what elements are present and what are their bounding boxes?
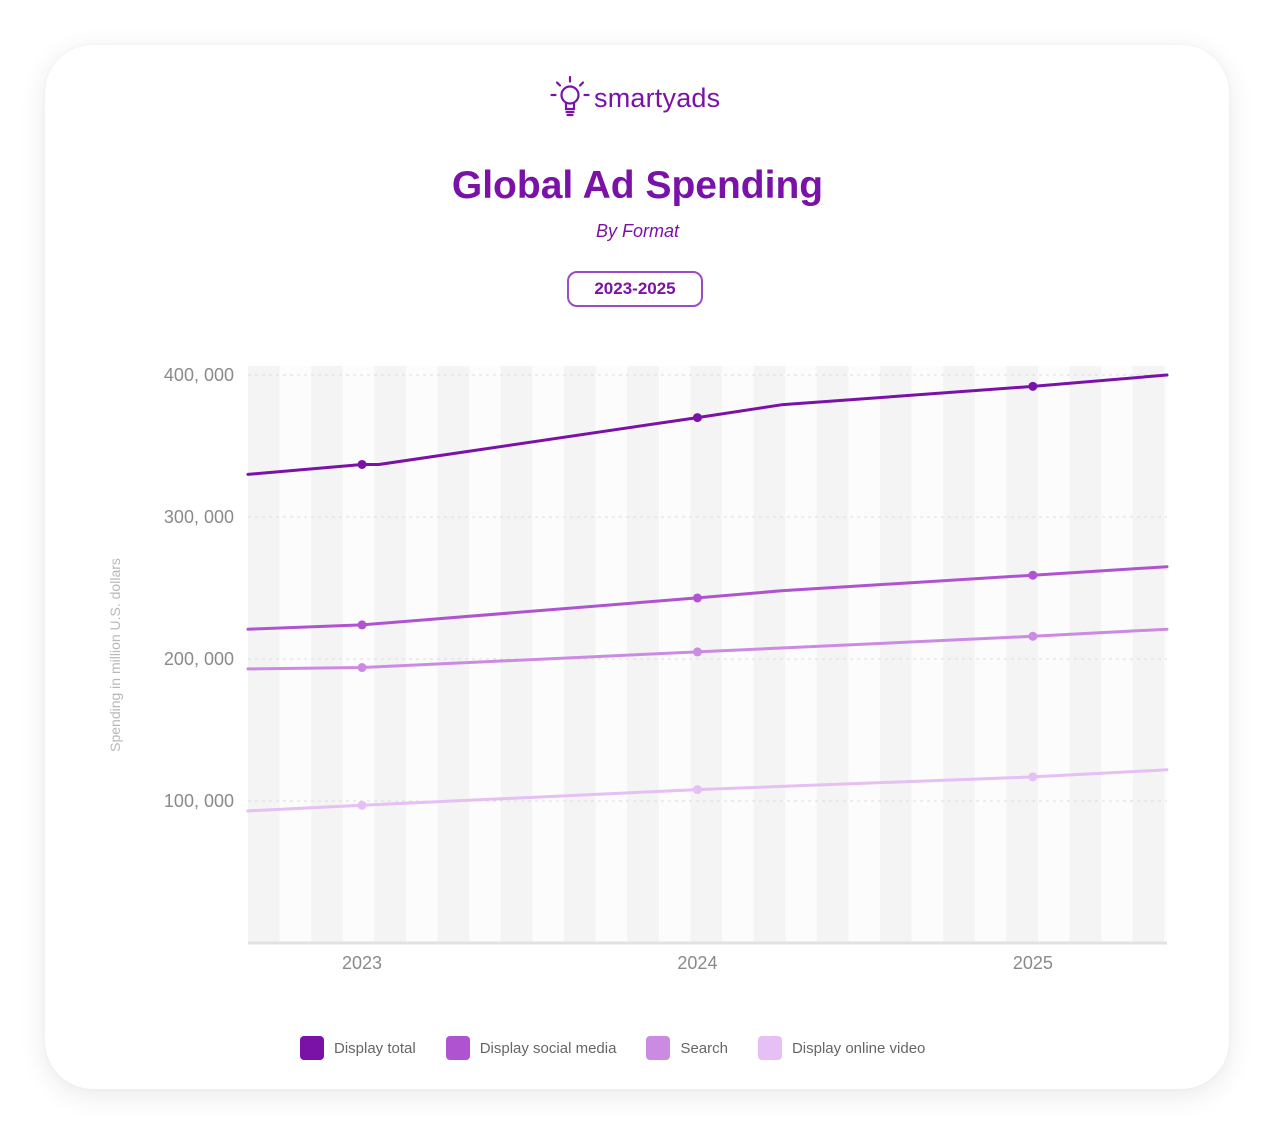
- legend-item-display-social-media: Display social media: [445, 1036, 617, 1060]
- legend-item-display-online-video: Display online video: [757, 1036, 926, 1060]
- data-point: [692, 413, 702, 423]
- plot-stripe: [1006, 366, 1038, 943]
- plot-stripe: [248, 366, 280, 943]
- data-point: [1028, 570, 1038, 580]
- data-point: [357, 620, 367, 630]
- plot-stripe: [816, 366, 849, 943]
- legend-label: Display social media: [479, 1039, 617, 1057]
- legend-swatch: [646, 1036, 671, 1060]
- data-point: [692, 785, 702, 795]
- data-point: [357, 663, 367, 673]
- chart-legend: Display total Display social media Searc…: [300, 1036, 955, 1060]
- plot-stripe: [753, 366, 786, 943]
- plot-stripe: [564, 366, 596, 943]
- data-point: [692, 593, 702, 603]
- y-tick-label: 100, 000: [164, 791, 234, 811]
- legend-label: Display online video: [791, 1039, 926, 1057]
- legend-item-search: Search: [646, 1036, 728, 1060]
- y-tick-label: 200, 000: [164, 649, 234, 669]
- y-axis-title: Spending in million U.S. dollars: [107, 558, 123, 752]
- lightbulb-icon: [550, 75, 590, 117]
- data-point: [692, 647, 702, 657]
- brand-name: smartyads: [594, 82, 721, 113]
- plot-stripe: [1132, 366, 1165, 943]
- legend-swatch: [300, 1036, 324, 1060]
- x-tick-label: 2023: [342, 953, 382, 973]
- legend-item-display-total: Display total: [300, 1036, 416, 1060]
- data-point: [1028, 772, 1038, 782]
- data-point: [357, 459, 367, 469]
- legend-label: Display total: [334, 1039, 416, 1057]
- legend-label: Search: [680, 1039, 728, 1057]
- brand-logo: smartyads: [548, 72, 720, 124]
- plot-stripe: [1069, 366, 1102, 943]
- y-tick-label: 400, 000: [164, 365, 234, 385]
- data-point: [1028, 381, 1038, 391]
- data-point: [1028, 631, 1038, 641]
- data-point: [357, 800, 367, 810]
- legend-swatch: [445, 1036, 470, 1060]
- plot-stripe: [374, 366, 406, 943]
- plot-stripe: [437, 366, 470, 943]
- date-range-badge: 2023-2025: [567, 271, 703, 307]
- legend-swatch: [757, 1036, 782, 1060]
- chart-subtitle: By Format: [595, 221, 679, 241]
- plot-stripe: [880, 366, 912, 943]
- x-tick-label: 2024: [677, 953, 717, 973]
- plot-stripe: [943, 366, 975, 943]
- x-tick-label: 2025: [1013, 953, 1053, 973]
- series-line: [246, 565, 1169, 631]
- plot-stripe: [500, 366, 533, 943]
- plot-stripe: [311, 366, 343, 943]
- chart-title: Global Ad Spending: [451, 164, 824, 207]
- y-tick-label: 300, 000: [164, 507, 234, 527]
